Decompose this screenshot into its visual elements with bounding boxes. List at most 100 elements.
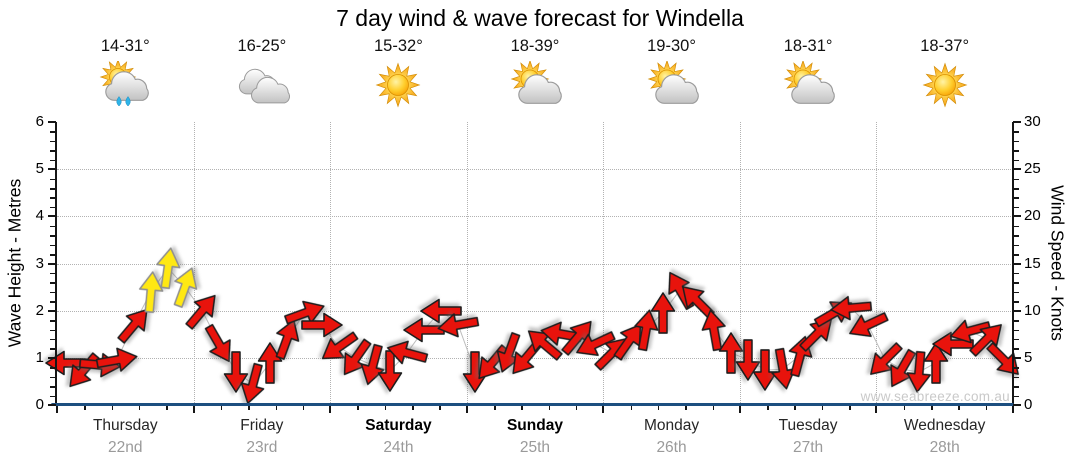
day-date: 27th (793, 439, 824, 456)
x-major-tick (192, 406, 195, 413)
y-left-minor-tick (50, 159, 55, 162)
temperature-range: 16-25° (237, 37, 287, 55)
day-date: 24th (383, 439, 414, 456)
x-major-tick (465, 406, 468, 413)
x-minor-tick (302, 406, 305, 410)
right-axis-title: Wind Speed - Knots (1047, 185, 1068, 341)
y-left-minor-tick (50, 282, 55, 284)
left-axis-title: Wave Height - Metres (4, 178, 25, 348)
wind-arrow-strong (173, 267, 198, 309)
y-right-tick-label: 10 (1024, 301, 1041, 319)
x-minor-tick (575, 406, 578, 410)
wind-arrow (575, 330, 616, 356)
y-left-major-tick (48, 262, 56, 265)
day-name: Tuesday (778, 417, 838, 434)
y-left-minor-tick (50, 329, 55, 332)
day-date: 23rd (246, 439, 278, 456)
wind-arrow (204, 323, 231, 362)
y-right-minor-tick (1014, 338, 1019, 341)
wind-arrow (969, 324, 1003, 357)
y-left-tick-label: 6 (35, 113, 44, 130)
y-right-minor-tick (1014, 131, 1019, 133)
x-minor-tick (657, 406, 660, 410)
y-right-minor-tick (1014, 301, 1019, 303)
wind-arrow (527, 330, 563, 361)
x-minor-tick (958, 406, 960, 410)
x-minor-tick (821, 406, 824, 410)
y-right-tick-label: 5 (1024, 348, 1033, 366)
temperature-range: 14-31° (100, 37, 150, 55)
y-right-major-tick (1013, 121, 1021, 123)
day-header-row: 14-31° 16-25° 15-32° 18-39° 19-30° 18-31… (57, 37, 1013, 113)
day-date: 22nd (108, 439, 143, 456)
y-left-tick-label: 0 (35, 396, 44, 413)
y-left-minor-tick (50, 320, 55, 322)
day-label-row: Thursday 22nd Friday 23rd Saturday 24th Sunday… (57, 417, 1013, 457)
wind-arrow (420, 298, 462, 323)
v-gridline (739, 122, 741, 405)
day-header-column: 16-25° (194, 37, 331, 113)
x-minor-tick (166, 406, 168, 410)
y-right-minor-tick (1014, 206, 1019, 209)
wind-arrow (223, 351, 249, 393)
x-axis-baseline (51, 403, 1014, 406)
y-left-minor-tick (50, 131, 55, 133)
y-right-minor-tick (1014, 376, 1019, 379)
y-right-minor-tick (1014, 282, 1019, 284)
x-major-tick (602, 406, 605, 413)
y-left-minor-tick (50, 206, 55, 209)
y-left-tick-label: 2 (35, 301, 44, 319)
x-major-tick (56, 406, 58, 413)
y-right-minor-tick (1014, 367, 1019, 369)
wind-arrow (634, 309, 659, 351)
x-minor-tick (275, 406, 277, 410)
y-left-minor-tick (50, 395, 55, 398)
y-left-minor-tick (50, 178, 55, 181)
y-right-major-tick (1013, 309, 1021, 312)
y-left-minor-tick (50, 188, 55, 190)
h-gridline (57, 310, 1013, 312)
wind-arrow (923, 341, 949, 384)
x-minor-tick (384, 406, 387, 410)
x-minor-tick (357, 406, 359, 410)
day-name: Saturday (365, 417, 432, 434)
wind-arrow-strong (156, 247, 181, 290)
wind-arrow (736, 338, 761, 381)
y-left-minor-tick (50, 272, 55, 275)
y-left-minor-tick (50, 386, 55, 388)
y-left-minor-tick (50, 376, 55, 379)
wind-arrow (650, 291, 676, 334)
h-gridline (57, 216, 1013, 218)
y-left-major-tick (48, 121, 56, 123)
x-minor-tick (220, 406, 223, 410)
h-gridline (57, 263, 1013, 265)
wind-arrow (258, 341, 283, 384)
y-right-minor-tick (1014, 140, 1019, 143)
wind-arrow (798, 319, 832, 353)
weather-icon-sunny (370, 61, 426, 113)
y-right-minor-tick (1014, 235, 1019, 237)
h-gridline (57, 357, 1013, 359)
temperature-range: 18-31° (783, 37, 833, 55)
day-name: Thursday (92, 417, 158, 434)
wind-arrow (283, 300, 325, 324)
wind-arrow (240, 363, 265, 405)
wind-arrow (276, 319, 300, 360)
day-header-column: 18-39° (467, 37, 604, 113)
x-minor-tick (630, 406, 633, 410)
y-right-minor-tick (1014, 320, 1019, 322)
y-right-minor-tick (1014, 225, 1019, 228)
day-date: 28th (929, 439, 960, 456)
day-label-column: Tuesday 27th (740, 417, 877, 457)
day-header-column: 18-37° (876, 37, 1013, 113)
x-major-tick (738, 406, 741, 413)
day-label-column: Friday 23rd (194, 417, 331, 457)
x-minor-tick (494, 406, 496, 410)
day-header-column: 19-30° (603, 37, 740, 113)
y-left-minor-tick (50, 140, 55, 143)
y-right-minor-tick (1014, 329, 1019, 332)
wind-arrow (386, 340, 429, 365)
wind-arrow (360, 344, 385, 386)
y-right-minor-tick (1014, 254, 1019, 256)
v-gridline (193, 122, 195, 405)
